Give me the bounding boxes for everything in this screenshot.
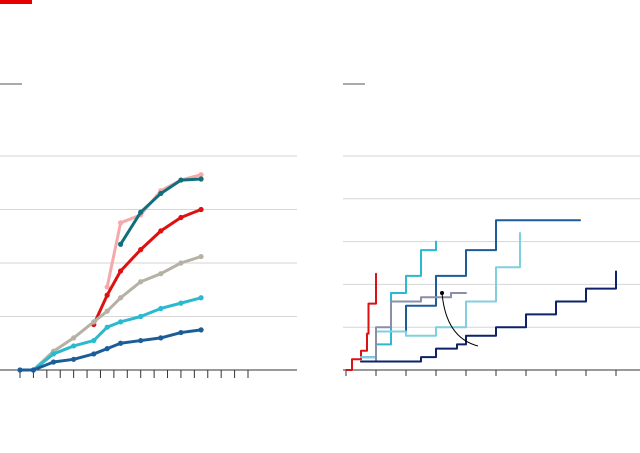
series-teal-dark-point — [158, 190, 164, 197]
series-grey-line — [31, 255, 203, 372]
series-blue-point — [178, 329, 184, 336]
series-cyan-point — [104, 324, 110, 330]
line-chart-panel-1 — [0, 155, 297, 378]
series-grey-point — [158, 271, 164, 277]
series-navy-step-line — [360, 270, 617, 363]
series-cyan-point — [71, 343, 77, 349]
series-cyan-point — [198, 295, 204, 301]
step-chart-panel-2 — [343, 155, 640, 376]
series-grey-point — [138, 279, 144, 285]
series-pink-point — [198, 172, 204, 178]
series-lightcyan-step-line — [360, 232, 521, 359]
series-grey-point — [71, 335, 77, 341]
series-teal-dark-point — [117, 241, 124, 247]
series-blue-point — [117, 340, 124, 346]
series-blue-point — [138, 337, 144, 344]
series-cyan-point — [50, 351, 57, 357]
series-grey-point — [198, 253, 204, 260]
series-red-point — [198, 206, 204, 213]
series-red-point — [138, 247, 144, 253]
annotation-leader-line — [441, 292, 479, 347]
series-blue-line — [18, 328, 203, 372]
series-cyan-point — [178, 300, 184, 306]
series-cyan-point — [138, 313, 144, 320]
series-blue-point — [104, 346, 110, 352]
series-pink-point — [117, 220, 124, 226]
series-cyan-point — [91, 337, 97, 344]
series-blue-point — [30, 367, 37, 373]
series-blue-point — [91, 351, 97, 357]
series-blue-point — [71, 356, 77, 362]
series-blue-point — [158, 335, 164, 341]
series-teal-dark-point — [198, 176, 204, 182]
series-red-point — [104, 292, 110, 298]
series-red-point — [117, 268, 124, 274]
series-red-point — [158, 228, 164, 234]
series-red-point — [178, 214, 184, 221]
series-grey-point — [104, 308, 110, 314]
series-grey-point — [91, 319, 97, 325]
series-grey-step-line — [360, 291, 467, 363]
series-blue-point — [50, 359, 57, 365]
series-teal-dark-point — [138, 209, 144, 215]
series-cyan-point — [117, 319, 124, 325]
series-cyan-step-line — [360, 240, 437, 359]
series-blue-point — [198, 327, 204, 333]
series-cyan-line — [31, 296, 203, 372]
series-red-step-line — [345, 272, 377, 371]
brand-accent-bar — [0, 0, 32, 4]
series-grey-point — [117, 295, 124, 301]
series-teal-dark-point — [178, 177, 184, 183]
series-cyan-point — [158, 305, 164, 312]
series-pink-point — [104, 284, 110, 290]
series-blue-point — [17, 367, 23, 373]
series-grey-point — [178, 260, 184, 266]
